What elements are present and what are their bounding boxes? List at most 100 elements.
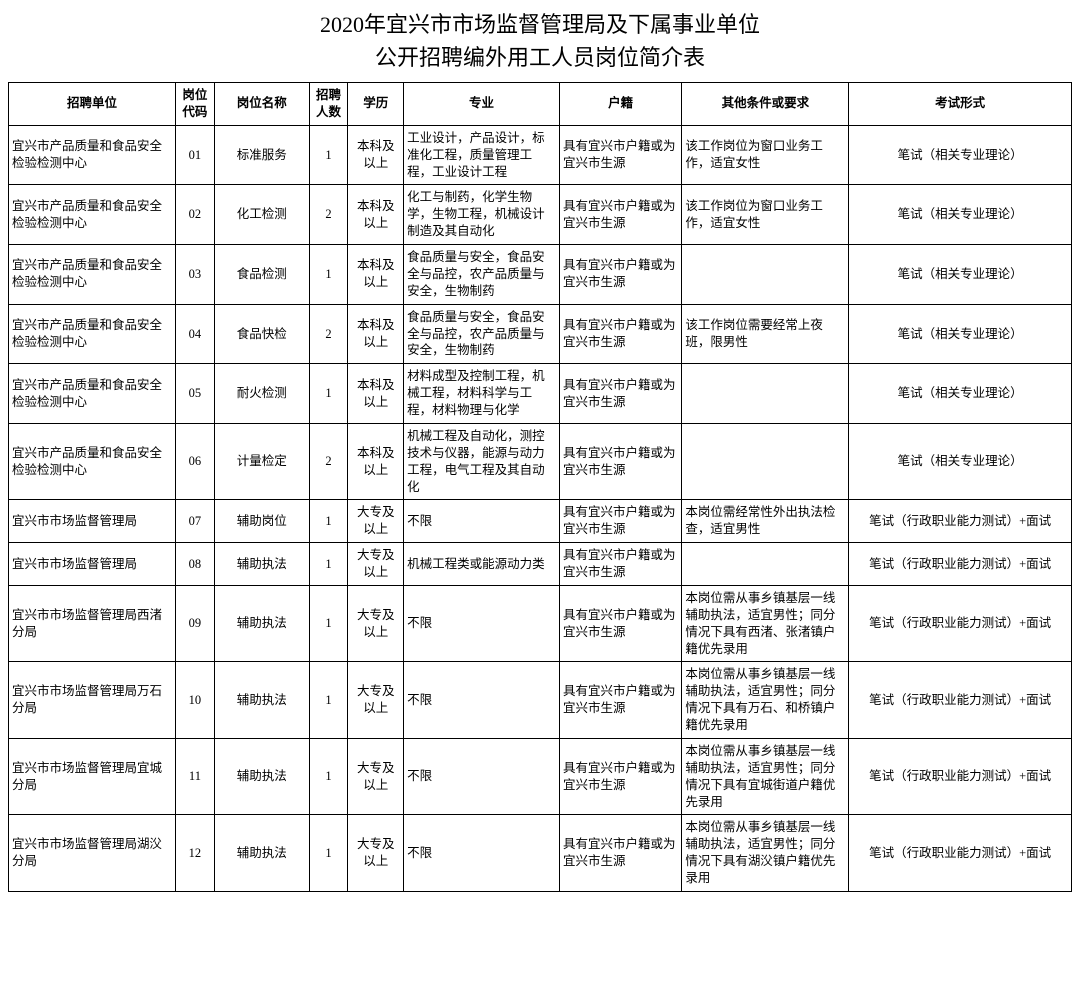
cell-unit: 宜兴市市场监督管理局西渚分局 [9, 585, 176, 662]
cell-num: 1 [309, 245, 348, 305]
header-pos: 岗位名称 [214, 83, 309, 126]
cell-major: 不限 [404, 662, 560, 739]
cell-major: 工业设计，产品设计，标准化工程，质量管理工程，工业设计工程 [404, 125, 560, 185]
cell-edu: 本科及以上 [348, 304, 404, 364]
cell-huji: 具有宜兴市户籍或为宜兴市生源 [559, 543, 681, 586]
cell-code: 01 [175, 125, 214, 185]
cell-req: 本岗位需从事乡镇基层一线辅助执法，适宜男性；同分情况下具有宜城街道户籍优先录用 [682, 738, 849, 815]
cell-exam: 笔试（行政职业能力测试）+面试 [849, 738, 1072, 815]
cell-edu: 本科及以上 [348, 364, 404, 424]
cell-num: 1 [309, 125, 348, 185]
cell-code: 12 [175, 815, 214, 892]
cell-major: 不限 [404, 815, 560, 892]
cell-unit: 宜兴市市场监督管理局湖㳇分局 [9, 815, 176, 892]
title-line-2: 公开招聘编外用工人员岗位简介表 [375, 45, 705, 70]
cell-edu: 大专及以上 [348, 815, 404, 892]
cell-major: 材料成型及控制工程，机械工程，材料科学与工程，材料物理与化学 [404, 364, 560, 424]
cell-req: 本岗位需经常性外出执法检查，适宜男性 [682, 500, 849, 543]
cell-exam: 笔试（相关专业理论） [849, 245, 1072, 305]
cell-unit: 宜兴市产品质量和食品安全检验检测中心 [9, 364, 176, 424]
table-row: 宜兴市市场监督管理局湖㳇分局12辅助执法1大专及以上不限具有宜兴市户籍或为宜兴市… [9, 815, 1072, 892]
cell-code: 02 [175, 185, 214, 245]
table-row: 宜兴市市场监督管理局西渚分局09辅助执法1大专及以上不限具有宜兴市户籍或为宜兴市… [9, 585, 1072, 662]
cell-exam: 笔试（相关专业理论） [849, 423, 1072, 500]
cell-huji: 具有宜兴市户籍或为宜兴市生源 [559, 185, 681, 245]
cell-pos: 标准服务 [214, 125, 309, 185]
cell-huji: 具有宜兴市户籍或为宜兴市生源 [559, 125, 681, 185]
cell-major: 机械工程及自动化，测控技术与仪器，能源与动力工程，电气工程及其自动化 [404, 423, 560, 500]
cell-pos: 食品检测 [214, 245, 309, 305]
cell-num: 1 [309, 543, 348, 586]
cell-huji: 具有宜兴市户籍或为宜兴市生源 [559, 500, 681, 543]
table-row: 宜兴市产品质量和食品安全检验检测中心06计量检定2本科及以上机械工程及自动化，测… [9, 423, 1072, 500]
cell-huji: 具有宜兴市户籍或为宜兴市生源 [559, 304, 681, 364]
cell-num: 1 [309, 585, 348, 662]
cell-edu: 本科及以上 [348, 423, 404, 500]
cell-req: 该工作岗位为窗口业务工作，适宜女性 [682, 125, 849, 185]
header-code: 岗位代码 [175, 83, 214, 126]
cell-pos: 辅助执法 [214, 662, 309, 739]
cell-pos: 耐火检测 [214, 364, 309, 424]
table-row: 宜兴市产品质量和食品安全检验检测中心05耐火检测1本科及以上材料成型及控制工程，… [9, 364, 1072, 424]
table-row: 宜兴市市场监督管理局宜城分局11辅助执法1大专及以上不限具有宜兴市户籍或为宜兴市… [9, 738, 1072, 815]
cell-exam: 笔试（相关专业理论） [849, 185, 1072, 245]
cell-unit: 宜兴市市场监督管理局 [9, 500, 176, 543]
header-huji: 户籍 [559, 83, 681, 126]
cell-req: 该工作岗位需要经常上夜班，限男性 [682, 304, 849, 364]
cell-num: 2 [309, 423, 348, 500]
cell-edu: 大专及以上 [348, 662, 404, 739]
cell-exam: 笔试（行政职业能力测试）+面试 [849, 543, 1072, 586]
jobs-table: 招聘单位 岗位代码 岗位名称 招聘人数 学历 专业 户籍 其他条件或要求 考试形… [8, 82, 1072, 892]
cell-exam: 笔试（相关专业理论） [849, 125, 1072, 185]
cell-code: 09 [175, 585, 214, 662]
cell-major: 食品质量与安全，食品安全与品控，农产品质量与安全，生物制药 [404, 245, 560, 305]
cell-pos: 辅助执法 [214, 738, 309, 815]
cell-code: 10 [175, 662, 214, 739]
cell-major: 不限 [404, 500, 560, 543]
cell-num: 2 [309, 185, 348, 245]
cell-code: 07 [175, 500, 214, 543]
table-row: 宜兴市产品质量和食品安全检验检测中心02化工检测2本科及以上化工与制药，化学生物… [9, 185, 1072, 245]
cell-major: 食品质量与安全，食品安全与品控，农产品质量与安全，生物制药 [404, 304, 560, 364]
document-title: 2020年宜兴市市场监督管理局及下属事业单位 公开招聘编外用工人员岗位简介表 [8, 8, 1072, 74]
cell-huji: 具有宜兴市户籍或为宜兴市生源 [559, 585, 681, 662]
cell-major: 机械工程类或能源动力类 [404, 543, 560, 586]
cell-major: 化工与制药，化学生物学，生物工程，机械设计制造及其自动化 [404, 185, 560, 245]
cell-code: 05 [175, 364, 214, 424]
cell-pos: 辅助执法 [214, 585, 309, 662]
cell-exam: 笔试（行政职业能力测试）+面试 [849, 662, 1072, 739]
table-row: 宜兴市产品质量和食品安全检验检测中心01标准服务1本科及以上工业设计，产品设计，… [9, 125, 1072, 185]
table-header-row: 招聘单位 岗位代码 岗位名称 招聘人数 学历 专业 户籍 其他条件或要求 考试形… [9, 83, 1072, 126]
cell-num: 1 [309, 662, 348, 739]
cell-huji: 具有宜兴市户籍或为宜兴市生源 [559, 423, 681, 500]
cell-pos: 辅助岗位 [214, 500, 309, 543]
cell-pos: 化工检测 [214, 185, 309, 245]
cell-code: 04 [175, 304, 214, 364]
cell-unit: 宜兴市市场监督管理局万石分局 [9, 662, 176, 739]
cell-edu: 大专及以上 [348, 585, 404, 662]
cell-major: 不限 [404, 585, 560, 662]
table-row: 宜兴市市场监督管理局08辅助执法1大专及以上机械工程类或能源动力类具有宜兴市户籍… [9, 543, 1072, 586]
table-row: 宜兴市产品质量和食品安全检验检测中心03食品检测1本科及以上食品质量与安全，食品… [9, 245, 1072, 305]
cell-code: 06 [175, 423, 214, 500]
cell-req: 本岗位需从事乡镇基层一线辅助执法，适宜男性；同分情况下具有湖㳇镇户籍优先录用 [682, 815, 849, 892]
cell-req [682, 543, 849, 586]
cell-exam: 笔试（相关专业理论） [849, 304, 1072, 364]
cell-code: 11 [175, 738, 214, 815]
cell-huji: 具有宜兴市户籍或为宜兴市生源 [559, 245, 681, 305]
cell-code: 03 [175, 245, 214, 305]
cell-pos: 辅助执法 [214, 815, 309, 892]
cell-edu: 本科及以上 [348, 185, 404, 245]
cell-major: 不限 [404, 738, 560, 815]
cell-req: 本岗位需从事乡镇基层一线辅助执法，适宜男性；同分情况下具有西渚、张渚镇户籍优先录… [682, 585, 849, 662]
header-major: 专业 [404, 83, 560, 126]
header-req: 其他条件或要求 [682, 83, 849, 126]
cell-code: 08 [175, 543, 214, 586]
cell-num: 2 [309, 304, 348, 364]
title-line-1: 2020年宜兴市市场监督管理局及下属事业单位 [320, 12, 760, 37]
cell-unit: 宜兴市产品质量和食品安全检验检测中心 [9, 245, 176, 305]
table-row: 宜兴市市场监督管理局07辅助岗位1大专及以上不限具有宜兴市户籍或为宜兴市生源本岗… [9, 500, 1072, 543]
header-exam: 考试形式 [849, 83, 1072, 126]
cell-edu: 本科及以上 [348, 245, 404, 305]
header-num: 招聘人数 [309, 83, 348, 126]
